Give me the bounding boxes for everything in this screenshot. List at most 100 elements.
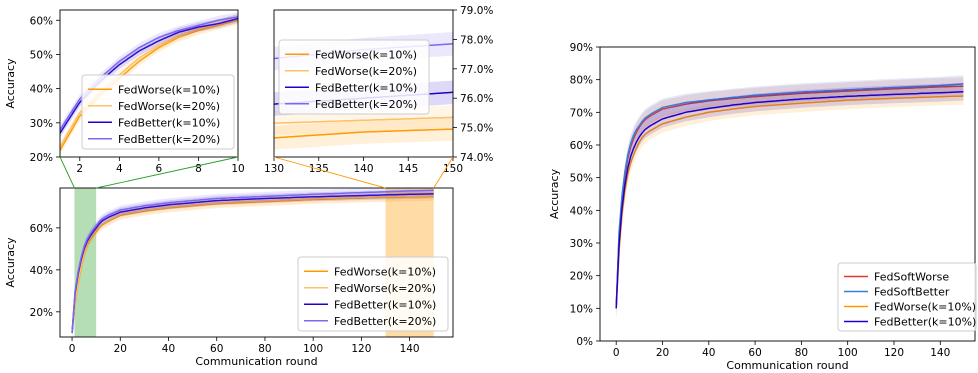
chart-zoom-right: 13013514014515074.0%75.0%76.0%77.0%78.0%… [264,5,493,175]
x-tick-label: 6 [156,163,163,175]
y-tick-label: 75.0% [460,123,493,135]
x-tick-label: 4 [116,163,123,175]
legend-label: FedBetter(k=10%) [118,116,220,129]
legend-label: FedBetter(k=10%) [874,316,976,329]
series-band-fedworse-k-10- [274,117,453,150]
y-tick-label: 40% [30,265,53,277]
legend-label: FedBetter(k=20%) [334,315,436,328]
series-line-fedworse-k-10- [274,128,453,139]
x-tick-label: 140 [353,163,373,175]
zoom-region-green [74,188,97,337]
series-line-fedsoftworse [615,85,964,309]
y-tick-label: 30% [30,118,53,130]
legend-box [81,74,235,150]
y-axis-label: Accuracy [548,168,561,219]
legend-label: FedWorse(k=20%) [118,100,220,113]
x-tick-label: 140 [400,343,420,355]
legend-label: FedWorse(k=10%) [315,48,417,61]
y-tick-label: 76.0% [460,93,493,105]
chart-zoom-left: 2 4 6 8 10 20% 30% 40% 50% 60% Accuracy FedWorse(k=… [4,9,245,175]
x-axis-label: Communication round [726,359,848,372]
legend-label: FedWorse(k=10%) [874,301,976,314]
x-tick-label: 120 [884,347,904,359]
legend-box [297,256,449,332]
series-line-fedbetter-k-20- [71,189,434,333]
y-tick-label: 78.0% [460,34,493,46]
chart-right: 0 20 40 60 80 100 120 140 0% 10% 20% 30% 40% 50% 60% 70… [548,42,977,372]
x-tick-label: 100 [303,343,323,355]
zoom-connector-green [59,156,75,189]
y-tick-label: 50% [570,173,593,185]
y-tick-label: 50% [30,49,53,61]
y-axis-label: Accuracy [4,58,17,109]
x-tick-label: 60 [210,343,223,355]
y-tick-label: 40% [30,84,53,96]
y-tick-label: 90% [570,42,593,54]
x-axis-label: Communication round [195,355,317,368]
y-tick-label: 10% [570,303,593,315]
x-tick-label: 20 [656,347,669,359]
series-line-fedbetter-k-10- [71,193,434,333]
y-tick-label: 77.0% [460,64,493,76]
legend-label: FedBetter(k=20%) [315,98,417,111]
axes-frame [599,46,976,342]
x-tick-label: 0 [613,347,620,359]
legend-label: FedWorse(k=10%) [118,83,220,96]
y-tick-label: 30% [570,238,593,250]
x-tick-label: 120 [351,343,371,355]
x-tick-label: 80 [795,347,808,359]
x-tick-label: 10 [231,163,244,175]
zoom-connector-orange [433,156,454,189]
x-tick-label: 8 [195,163,202,175]
y-tick-label: 60% [30,15,53,27]
legend-label: FedSoftWorse [874,271,949,284]
legend: FedWorse(k=10%) FedWorse(k=20%) FedBetter(… [278,39,430,115]
y-tick-label: 74.0% [460,152,493,164]
legend: FedSoftWorse FedSoftBetter FedWorse(k=10%)… [837,262,977,332]
y-tick-label: 60% [570,140,593,152]
zoom-connector-green [96,156,239,189]
x-tick-label: 20 [114,343,127,355]
series-band-fedbetter-k-10- [60,14,238,138]
series-line-fedsoftbetter [615,83,964,309]
series-line-fedworse-k-10- [71,195,434,333]
x-tick-label: 140 [930,347,950,359]
y-tick-label: 0% [576,336,593,348]
x-tick-label: 2 [76,163,83,175]
chart-main: 0 20 40 60 80 100 120 140 20% 40% 60% Communication… [4,187,454,368]
zoom-connector-orange [273,156,386,189]
y-tick-label: 40% [570,205,593,217]
x-tick-label: 145 [398,163,418,175]
y-tick-label: 79.0% [460,5,493,17]
legend-label: FedSoftBetter [874,286,950,299]
legend-label: FedBetter(k=10%) [315,81,417,94]
x-tick-label: 150 [443,163,463,175]
y-tick-label: 20% [570,271,593,283]
x-tick-label: 100 [838,347,858,359]
legend-box [837,262,977,332]
axes-frame [59,9,239,158]
series-line-fedworse-k-20- [71,195,434,333]
axes-frame [59,187,454,338]
y-tick-label: 20% [30,152,53,164]
x-tick-label: 40 [162,343,175,355]
plot-area [71,188,434,337]
x-tick-label: 130 [264,163,284,175]
series-line-fedbetter-k-10- [615,91,964,309]
y-tick-label: 70% [570,107,593,119]
plot-area [615,75,964,318]
legend-box [278,39,430,115]
legend-label: FedBetter(k=20%) [118,133,220,146]
y-tick-label: 60% [30,223,53,235]
y-tick-label: 80% [570,75,593,87]
y-tick-label: 20% [30,307,53,319]
y-axis-label: Accuracy [4,237,17,288]
legend-label: FedWorse(k=20%) [334,282,436,295]
x-tick-label: 80 [258,343,271,355]
legend-label: FedBetter(k=10%) [334,298,436,311]
x-tick-label: 40 [702,347,715,359]
series-line-fedworse-k-20- [274,116,453,124]
series-line-fedworse-k-10- [615,95,964,309]
legend-label: FedWorse(k=20%) [315,65,417,78]
